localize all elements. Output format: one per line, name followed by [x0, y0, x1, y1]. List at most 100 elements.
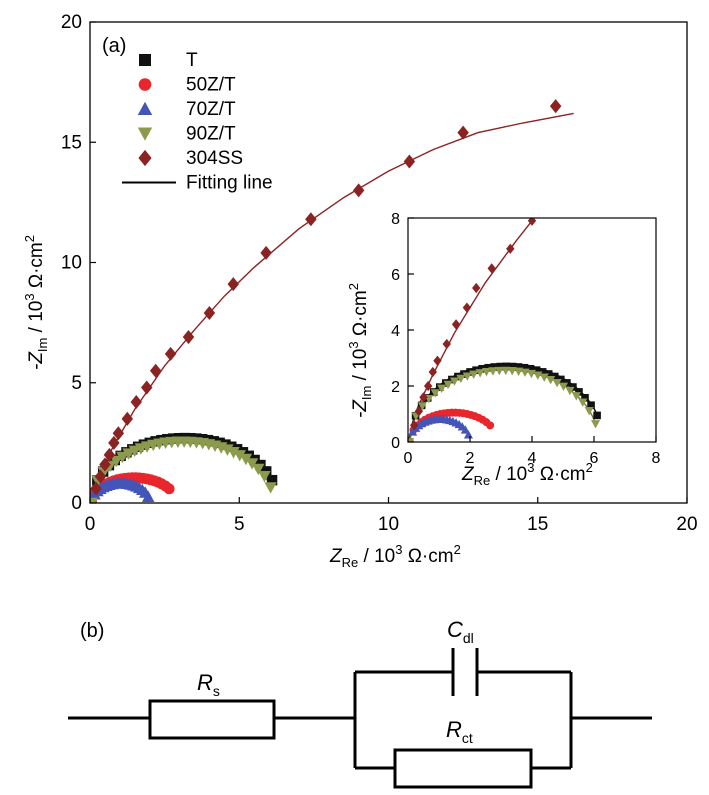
inset-point-90z-t	[430, 389, 440, 398]
inset-point-304ss	[410, 420, 419, 431]
main-ytick-label: 15	[61, 132, 82, 153]
main-point-304ss	[94, 469, 107, 484]
panel-label-a: (a)	[102, 35, 126, 57]
main-point-304ss	[182, 330, 195, 345]
inset-y-title: -ZIm / 103 Ω·cm2	[346, 283, 374, 418]
main-y-title: -ZIm / 103 Ω·cm2	[22, 235, 50, 370]
inset-point-t	[472, 366, 480, 374]
inset-point-304ss	[451, 319, 461, 330]
inset-point-304ss	[472, 282, 481, 294]
inset-point-304ss	[419, 392, 428, 403]
inset-point-90z-t	[520, 368, 530, 377]
inset-point-t	[484, 363, 492, 372]
main-point-304ss	[164, 346, 177, 361]
inset-point-90z-t	[437, 384, 447, 393]
main-x-title: ZRe / 103 Ω·cm2	[329, 542, 461, 570]
inset-point-t	[538, 368, 547, 376]
main-xtick-label: 10	[378, 514, 399, 535]
main-point-90z-t	[227, 446, 240, 459]
main-point-90z-t	[90, 497, 98, 503]
inset-point-90z-t	[456, 374, 466, 384]
inset-xtick-label: 4	[528, 450, 537, 467]
legend-label-70z-t: 70Z/T	[186, 99, 236, 120]
main-point-90z-t	[239, 453, 253, 466]
main-point-90z-t	[258, 470, 271, 483]
main-point-90z-t	[252, 463, 265, 476]
inset-point-90z-t	[571, 392, 581, 401]
main-point-304ss	[352, 183, 365, 198]
legend-label-50z-t: 50Z/T	[186, 75, 236, 96]
inset-point-50z-t	[486, 421, 495, 430]
inset-point-90z-t	[417, 402, 427, 411]
legend-marker-t	[139, 54, 151, 66]
main-xtick-label: 15	[527, 514, 548, 535]
inset-chart: 0 2 4 6 8 0 2 4 6 8 ZRe / 103 Ω·cm2 -ZIm / 103 Ω·…	[346, 106, 661, 488]
equivalent-circuit: (b) Rs Cdl Rct	[68, 617, 652, 789]
inset-point-304ss	[587, 146, 595, 156]
main-xtick-label: 20	[676, 514, 697, 535]
main-point-304ss	[90, 481, 102, 496]
inset-xtick-label: 2	[466, 450, 475, 467]
main-point-90z-t	[264, 482, 277, 494]
inset-data-points	[408, 106, 641, 442]
main-ytick-label: 5	[71, 373, 82, 394]
inset-point-90z-t	[507, 367, 517, 376]
inset-point-t	[581, 393, 589, 402]
main-point-304ss	[457, 125, 469, 140]
resistor-rs	[148, 699, 276, 740]
main-point-304ss	[305, 212, 317, 227]
resistor-rct	[393, 748, 533, 789]
main-point-t	[266, 474, 278, 486]
inset-point-304ss	[633, 106, 641, 116]
inset-point-304ss	[527, 218, 537, 226]
main-data-points	[90, 99, 562, 503]
inset-point-t	[593, 411, 601, 420]
inset-point-t	[502, 362, 511, 371]
inset-point-90z-t	[584, 406, 594, 416]
inset-point-90z-t	[590, 420, 601, 429]
inset-point-t	[532, 366, 541, 374]
main-point-90z-t	[109, 455, 123, 468]
inset-ytick-label: 0	[391, 435, 400, 452]
inset-point-304ss	[462, 302, 472, 313]
panel-label-b: (b)	[80, 620, 104, 642]
main-point-304ss	[549, 99, 562, 114]
inset-point-304ss	[433, 355, 442, 366]
main-point-304ss	[99, 457, 111, 472]
inset-ytick-label: 6	[391, 267, 400, 284]
main-ytick-label: 0	[71, 493, 82, 514]
legend-marker-304ss	[138, 149, 152, 167]
inset-point-t	[575, 388, 583, 396]
inset-point-304ss	[414, 406, 424, 417]
inset-point-t	[526, 364, 535, 373]
inset-point-t	[496, 362, 505, 371]
inset-point-90z-t	[514, 367, 524, 377]
main-xtick-label: 5	[234, 514, 245, 535]
main-point-304ss	[260, 245, 272, 260]
main-point-304ss	[112, 426, 125, 441]
inset-point-70z-t	[463, 430, 474, 439]
main-point-70z-t	[141, 490, 155, 502]
main-ytick-label: 10	[61, 253, 82, 274]
inset-xtick-label: 8	[652, 450, 661, 467]
inset-point-304ss	[553, 182, 561, 192]
label-rct: Rct	[446, 717, 473, 746]
main-point-90z-t	[233, 450, 246, 462]
inset-point-304ss	[442, 338, 451, 350]
main-point-90z-t	[97, 466, 111, 479]
main-point-304ss	[121, 411, 134, 426]
inset-point-90z-t	[501, 366, 511, 376]
legend-label-t: T	[186, 50, 198, 71]
legend-label-90z-t: 90Z/T	[186, 124, 236, 145]
main-point-304ss	[103, 447, 116, 462]
inset-point-t	[587, 401, 595, 410]
inset-ticks: 0 2 4 6 8 0 2 4 6 8	[391, 211, 660, 467]
inset-point-304ss	[506, 243, 515, 254]
inset-point-90z-t	[558, 382, 569, 391]
inset-point-90z-t	[475, 369, 485, 378]
inset-point-90z-t	[488, 367, 498, 376]
inset-ytick-label: 2	[391, 379, 400, 396]
